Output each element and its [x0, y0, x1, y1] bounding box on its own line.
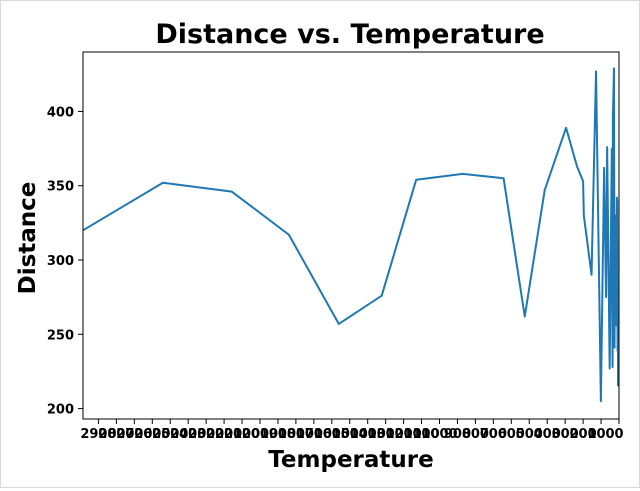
series-line-0	[82, 67, 620, 403]
x-tick-label: 1600	[314, 427, 350, 442]
x-tick-label: 1300	[368, 427, 404, 442]
x-tick-label: 2300	[188, 427, 224, 442]
plot-area	[82, 67, 620, 403]
x-tick-label: 400	[534, 427, 561, 442]
y-tick-label: 200	[47, 403, 74, 418]
x-tick-label: 200	[570, 427, 597, 442]
x-tick-label: 100	[587, 427, 614, 442]
x-tick-label: 2800	[98, 427, 134, 442]
x-tick-label: 2100	[224, 427, 260, 442]
y-axis: 200 250 300 350 400	[47, 105, 83, 418]
x-tick-label: 2200	[206, 427, 242, 442]
x-tick-label: 1500	[332, 427, 368, 442]
x-tick-label: 300	[552, 427, 579, 442]
x-tick-label: 600	[498, 427, 525, 442]
x-tick-label: 700	[480, 427, 507, 442]
x-tick-label: 1800	[278, 427, 314, 442]
y-tick-label: 400	[47, 105, 74, 120]
x-tick-label: 1000	[421, 427, 457, 442]
x-tick-label: 2900	[80, 427, 116, 442]
x-tick-label: 2700	[116, 427, 152, 442]
x-tick-label: 2500	[152, 427, 188, 442]
x-axis: 2900280027002600250024002300220021002000…	[80, 419, 624, 442]
x-tick-label: 2000	[242, 427, 278, 442]
x-tick-label: 1700	[296, 427, 332, 442]
x-tick-label: 2400	[170, 427, 206, 442]
x-tick-label: 1400	[350, 427, 386, 442]
y-tick-label: 250	[47, 328, 74, 343]
y-tick-label: 300	[47, 254, 74, 269]
x-tick-label: 1900	[260, 427, 296, 442]
chart-title: Distance vs. Temperature	[155, 19, 544, 50]
x-tick-label: 0	[614, 427, 623, 442]
x-tick-label: 900	[444, 427, 471, 442]
x-tick-label: 800	[462, 427, 489, 442]
y-axis-label: Distance	[15, 182, 41, 295]
y-tick-label: 350	[47, 180, 74, 195]
plot-frame	[82, 51, 620, 420]
x-tick-label: 1100	[403, 427, 439, 442]
x-tick-label: 2600	[134, 427, 170, 442]
x-tick-label: 1200	[386, 427, 422, 442]
x-tick-label: 500	[516, 427, 543, 442]
x-axis-label: Temperature	[268, 447, 433, 473]
